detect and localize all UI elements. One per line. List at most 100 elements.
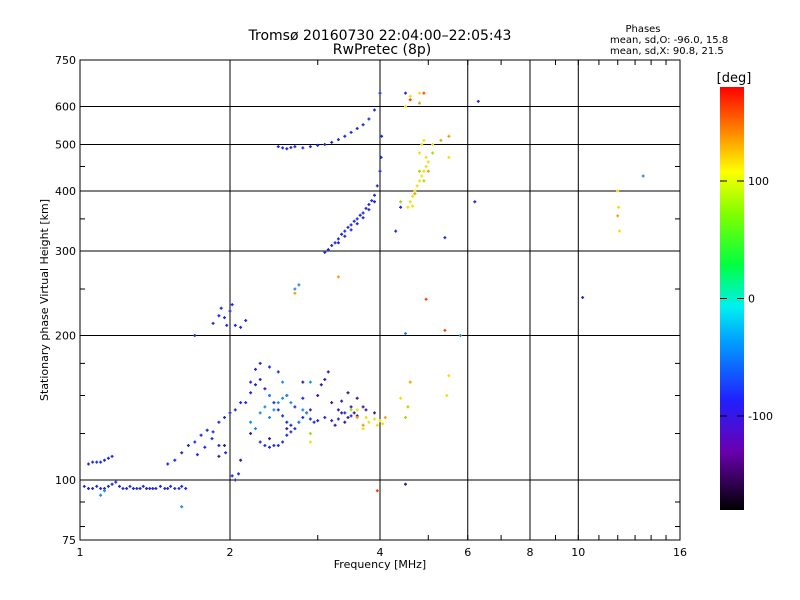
data-point [233, 408, 237, 412]
data-point [128, 484, 132, 488]
y-tick-label: 300 [55, 245, 76, 258]
data-point [358, 213, 362, 217]
data-point [618, 229, 621, 233]
data-point [166, 487, 170, 490]
data-point [616, 189, 620, 193]
data-point [422, 91, 426, 95]
data-point [301, 416, 305, 419]
data-point [219, 306, 223, 310]
data-point [381, 422, 385, 426]
data-point [378, 169, 382, 173]
data-point [367, 203, 371, 206]
x-tick-label: 2 [227, 546, 234, 559]
data-point [373, 108, 376, 112]
data-point [193, 440, 197, 444]
data-point [276, 408, 280, 412]
data-point [394, 229, 398, 233]
data-point [103, 489, 106, 493]
data-point [373, 193, 376, 197]
data-point [244, 319, 248, 322]
x-axis-label: Frequency [MHz] [334, 558, 426, 571]
data-point [293, 405, 297, 409]
x-tick-label: 8 [527, 546, 534, 559]
data-point [361, 211, 365, 215]
data-point [121, 487, 125, 490]
data-point [285, 427, 289, 431]
data-point [254, 367, 257, 371]
data-point [408, 200, 412, 204]
data-point [349, 130, 353, 134]
data-point [418, 179, 421, 183]
data-point [473, 200, 477, 204]
data-point [249, 391, 253, 395]
data-point [297, 420, 301, 424]
grid [80, 60, 680, 540]
y-tick-label: 400 [55, 185, 76, 198]
data-point [268, 416, 271, 419]
data-point [364, 408, 368, 412]
data-point [349, 405, 353, 409]
data-point [422, 138, 426, 142]
data-point [210, 437, 214, 441]
data-point [370, 199, 374, 203]
y-tick-label: 600 [55, 101, 76, 114]
data-point [418, 101, 421, 105]
data-point [367, 117, 371, 121]
data-point [272, 408, 276, 412]
data-point [383, 416, 387, 419]
data-point [326, 370, 330, 374]
data-point [177, 487, 181, 490]
data-point [281, 440, 285, 444]
data-point [330, 244, 334, 247]
data-point [445, 394, 449, 397]
data-point [426, 169, 430, 173]
y-tick-label: 100 [55, 474, 76, 487]
data-point [447, 134, 451, 138]
data-point [404, 332, 407, 335]
data-point [415, 184, 419, 188]
chart-subtitle: RwPretec (8p) [333, 42, 431, 58]
data-point [118, 484, 121, 488]
data-point [217, 454, 221, 458]
data-point [411, 194, 415, 198]
data-point [343, 411, 347, 415]
data-point [223, 444, 226, 447]
data-point [239, 401, 243, 405]
data-point [411, 204, 415, 208]
data-point [87, 487, 90, 490]
data-point [268, 394, 271, 397]
data-point [375, 489, 379, 493]
colorbar-tick-label: -100 [748, 410, 773, 423]
data-point [346, 391, 350, 395]
data-point [373, 417, 376, 421]
data-point [355, 222, 359, 226]
data-point [228, 309, 232, 313]
data-point [336, 237, 340, 241]
data-point [352, 411, 356, 415]
data-point [641, 174, 645, 178]
data-point [99, 460, 103, 464]
data-point [293, 287, 297, 291]
data-point [340, 399, 344, 403]
data-point [268, 365, 271, 369]
data-point [131, 487, 135, 490]
data-point [125, 487, 129, 490]
data-point [346, 416, 350, 419]
data-point [217, 420, 221, 424]
data-point [110, 454, 114, 458]
data-point [297, 283, 301, 287]
axis-ticks: 1 2 4 6 8 10 16 75 100 200 300 400 500 600 750 [55, 54, 687, 559]
data-point [476, 99, 480, 103]
x-tick-label: 10 [571, 546, 585, 559]
data-point [399, 205, 403, 209]
data-point [404, 482, 407, 486]
data-point [268, 445, 271, 449]
data-point [138, 487, 142, 490]
data-point [408, 94, 412, 98]
data-point [263, 405, 267, 409]
data-point [406, 405, 410, 409]
data-point [233, 323, 237, 327]
data-point [352, 219, 356, 223]
data-point [447, 155, 451, 159]
